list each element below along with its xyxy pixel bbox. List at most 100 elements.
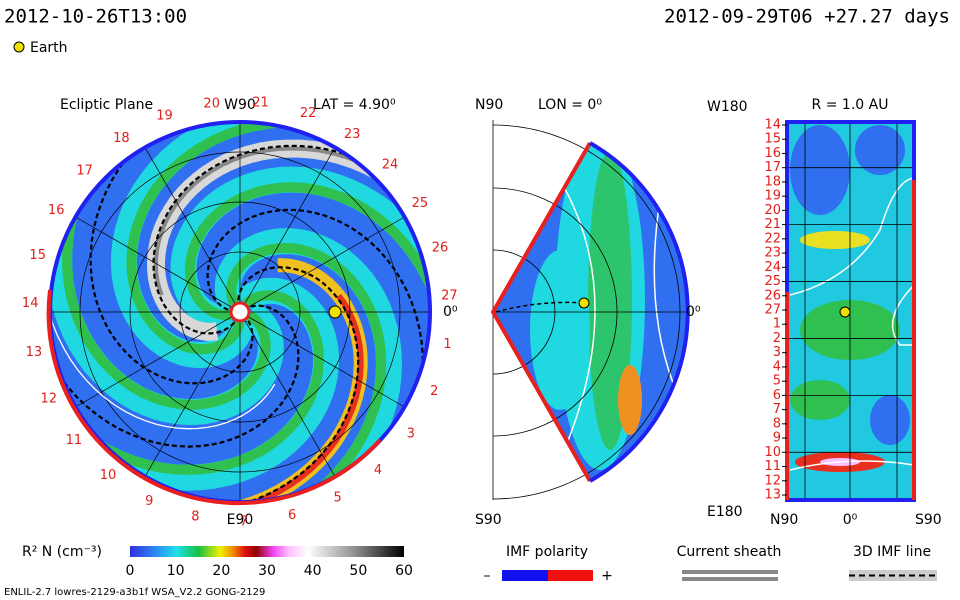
earth-radial [839, 306, 851, 318]
carrington-label: 16 [48, 203, 65, 218]
radial-title: R = 1.0 AU [812, 97, 889, 113]
imf-line [495, 301, 586, 313]
meridional-field [493, 143, 688, 481]
ecliptic-border-red [46, 289, 382, 506]
footer: ENLIL-2.7 lowres-2129-a3b1f WSA_V2.2 GON… [4, 587, 265, 598]
carrington-label: 6 [288, 508, 296, 523]
carrington-label: 3 [407, 427, 415, 442]
carrington-label: 9 [145, 494, 153, 509]
carrington-label: 18 [113, 131, 130, 146]
row-label: 8 [773, 416, 781, 431]
row-label: 5 [773, 374, 781, 389]
row-label: 23 [764, 246, 781, 261]
carrington-label: 13 [26, 345, 43, 360]
carrington-label: 20 [203, 96, 220, 111]
carrington-label: 8 [191, 510, 199, 525]
row-label: 13 [764, 488, 781, 503]
s90: S90 [475, 512, 502, 528]
earth-icon [13, 41, 25, 53]
carrington-label: 7 [240, 515, 248, 530]
carrington-label: 25 [412, 196, 429, 211]
row-label: 2 [773, 331, 781, 346]
w180: W180 [707, 99, 748, 115]
row-label: 10 [764, 445, 781, 460]
imf-spiral-white [50, 279, 276, 430]
colorbar-tick: 40 [304, 563, 322, 579]
ecliptic-field [50, 122, 430, 502]
earth-label: Earth [30, 40, 68, 56]
w90: W90 [224, 97, 256, 113]
e180: E180 [707, 504, 743, 520]
ecliptic-zero: 0⁰ [443, 304, 458, 320]
ecliptic-title: Ecliptic Plane [60, 97, 153, 113]
carrington-label: 21 [252, 96, 269, 111]
swirl-green [62, 197, 271, 410]
carrington-label: 17 [76, 163, 93, 178]
imf-pos [548, 570, 593, 581]
carrington-label: 22 [300, 106, 317, 121]
colorbar-tick: 0 [126, 563, 135, 579]
n90: N90 [475, 97, 503, 113]
imf-neg [502, 570, 548, 581]
swirl-green [82, 290, 324, 475]
swirl-green [226, 242, 387, 502]
row-label: 4 [773, 359, 781, 374]
row-label: 20 [764, 203, 781, 218]
colorbar-tick: 30 [258, 563, 276, 579]
row-label: 16 [764, 146, 781, 161]
colorbar-label: R² N (cm⁻³) [22, 544, 102, 560]
row-label: 26 [764, 288, 781, 303]
row-label: 25 [764, 274, 781, 289]
radial-field [787, 122, 914, 500]
radial-s90: S90 [915, 512, 942, 528]
row-label: 1 [773, 317, 781, 332]
swirl-gray [153, 146, 388, 296]
swirl-green [184, 182, 430, 321]
carrington-label: 4 [374, 463, 382, 478]
swirl-red [222, 293, 364, 502]
imf-spiral [206, 208, 425, 400]
meridional-red [490, 142, 592, 482]
time-left: 2012-10-26T13:00 [4, 6, 187, 28]
row-label: 22 [764, 231, 781, 246]
row-label: 19 [764, 189, 781, 204]
earth-meridional [578, 297, 590, 309]
carrington-label: 5 [334, 490, 342, 505]
carrington-label: 27 [441, 288, 458, 303]
carrington-label: 15 [29, 248, 46, 263]
row-label: 27 [764, 303, 781, 318]
earth [328, 305, 342, 319]
colorbar-tick: 50 [349, 563, 367, 579]
lon: LON = 0⁰ [538, 97, 602, 113]
radial-zero: 0⁰ [843, 512, 858, 528]
carrington-label: 26 [432, 241, 449, 256]
radial-n90: N90 [770, 512, 798, 528]
meridional-grid [492, 120, 690, 500]
carrington-label: 11 [66, 433, 83, 448]
imf-spiral [152, 144, 381, 335]
sun [229, 301, 251, 323]
carrington-label: 2 [430, 384, 438, 399]
imf-plus: + [601, 568, 613, 584]
imf-spiral [50, 304, 300, 448]
carrington-label: 1 [443, 337, 451, 352]
row-label: 6 [773, 388, 781, 403]
sheath-title: Current sheath [677, 544, 782, 560]
e90: E90 [227, 512, 254, 528]
colorbar-tick: 20 [212, 563, 230, 579]
carrington-label: 14 [22, 296, 39, 311]
carrington-label: 10 [100, 468, 117, 483]
row-label: 21 [764, 217, 781, 232]
carrington-label: 19 [156, 109, 173, 124]
row-label: 7 [773, 402, 781, 417]
carrington-label: 23 [344, 127, 361, 142]
colorbar [130, 546, 404, 557]
row-label: 12 [764, 473, 781, 488]
lat: LAT = 4.90⁰ [313, 97, 396, 113]
row-label: 24 [764, 260, 781, 275]
imf-title: IMF polarity [506, 544, 588, 560]
row-label: 11 [764, 459, 781, 474]
swirl-green [126, 122, 297, 355]
row-label: 9 [773, 431, 781, 446]
